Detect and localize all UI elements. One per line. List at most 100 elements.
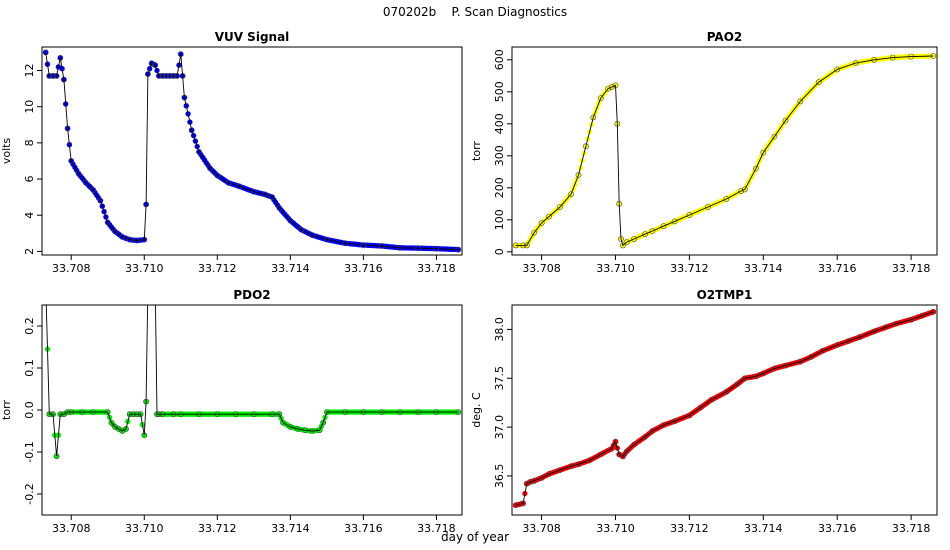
data-point xyxy=(642,433,648,440)
data-point xyxy=(112,228,118,235)
data-point xyxy=(90,409,96,415)
data-point xyxy=(618,236,624,242)
y-tick-label: 4 xyxy=(23,212,36,219)
data-point xyxy=(320,419,327,426)
data-marker xyxy=(146,282,151,287)
data-point xyxy=(845,338,852,344)
data-point xyxy=(623,239,630,246)
y-tick-label: 37.5 xyxy=(493,366,506,391)
data-point xyxy=(512,502,519,509)
data-point xyxy=(433,409,440,415)
data-point xyxy=(455,246,462,253)
data-point xyxy=(671,218,678,225)
x-tick-label: 33.710 xyxy=(125,522,164,535)
series-line xyxy=(45,305,459,457)
data-point xyxy=(819,347,826,354)
data-point xyxy=(43,281,48,286)
data-point xyxy=(620,453,626,460)
data-point xyxy=(631,441,637,448)
data-point xyxy=(170,73,177,79)
data-point xyxy=(815,79,822,86)
data-point xyxy=(760,370,767,377)
data-point xyxy=(697,404,704,411)
data-point xyxy=(148,60,155,67)
data-point xyxy=(115,425,122,432)
x-tick-label: 33.712 xyxy=(198,262,237,275)
data-point xyxy=(64,409,71,415)
data-point xyxy=(546,471,552,477)
panel-3: O2TMP1 deg. C 33.708 33.710 33.712 33.714 33.7… xyxy=(470,288,938,535)
data-point xyxy=(834,66,841,73)
data-point xyxy=(520,242,526,249)
data-point xyxy=(144,71,151,77)
data-point xyxy=(225,179,232,186)
data-point xyxy=(605,85,611,92)
data-point xyxy=(575,461,582,468)
data-point xyxy=(309,428,316,434)
data-point xyxy=(378,243,385,249)
data-layer xyxy=(43,281,462,460)
x-tick-label: 33.710 xyxy=(596,522,635,535)
x-tick-label: 33.710 xyxy=(596,262,635,275)
x-tick-label: 33.712 xyxy=(198,522,237,535)
data-point xyxy=(68,157,75,164)
data-point xyxy=(141,236,148,243)
data-point xyxy=(620,242,626,249)
data-point xyxy=(50,411,56,418)
y-tick-label: 500 xyxy=(493,81,506,102)
data-point xyxy=(119,428,126,434)
y-tick-label: -0.2 xyxy=(23,483,36,504)
series-markers xyxy=(512,309,936,508)
data-point xyxy=(316,427,323,434)
panel-title: VUV Signal xyxy=(215,30,290,44)
data-point xyxy=(143,398,149,405)
data-point xyxy=(232,411,239,418)
data-point xyxy=(152,62,159,68)
data-point xyxy=(919,312,926,319)
data-point xyxy=(126,411,133,418)
data-point xyxy=(119,233,126,240)
data-point xyxy=(163,73,170,79)
y-tick-label: 300 xyxy=(493,145,506,166)
data-point xyxy=(153,281,158,286)
y-tick-label: 6 xyxy=(23,176,36,183)
y-tick-label: 200 xyxy=(493,177,506,198)
y-tick-label: 0.2 xyxy=(23,317,36,335)
data-point xyxy=(649,228,656,234)
y-tick-label: 400 xyxy=(493,113,506,134)
x-tick-label: 33.718 xyxy=(417,522,456,535)
data-point xyxy=(53,73,60,79)
x-tick-label: 33.714 xyxy=(271,522,310,535)
data-point xyxy=(134,411,140,418)
y-tick-label: -0.1 xyxy=(23,441,36,462)
data-point xyxy=(141,432,148,439)
data-point xyxy=(557,204,563,210)
data-point xyxy=(583,143,589,150)
data-point xyxy=(378,409,385,415)
data-point xyxy=(782,362,789,369)
x-tick-label: 33.708 xyxy=(52,522,91,535)
data-point xyxy=(631,236,637,242)
x-axis-label: day of year xyxy=(440,530,510,544)
data-point xyxy=(871,328,878,335)
data-point xyxy=(723,196,730,202)
data-point xyxy=(889,54,896,61)
data-point xyxy=(207,165,213,172)
data-point xyxy=(415,409,422,415)
y-tick-label: 600 xyxy=(493,49,506,70)
data-point xyxy=(871,56,878,63)
data-point xyxy=(738,188,744,194)
data-point xyxy=(396,409,403,415)
panel-title: O2TMP1 xyxy=(697,288,753,302)
data-point xyxy=(808,353,815,360)
data-point xyxy=(531,477,538,484)
data-point xyxy=(64,125,71,132)
data-point xyxy=(130,411,137,418)
data-marker xyxy=(149,282,154,287)
y-tick-label: 36.5 xyxy=(493,464,506,489)
data-point xyxy=(309,232,316,238)
data-point xyxy=(686,412,693,419)
data-point xyxy=(188,127,195,134)
data-point xyxy=(523,242,530,249)
